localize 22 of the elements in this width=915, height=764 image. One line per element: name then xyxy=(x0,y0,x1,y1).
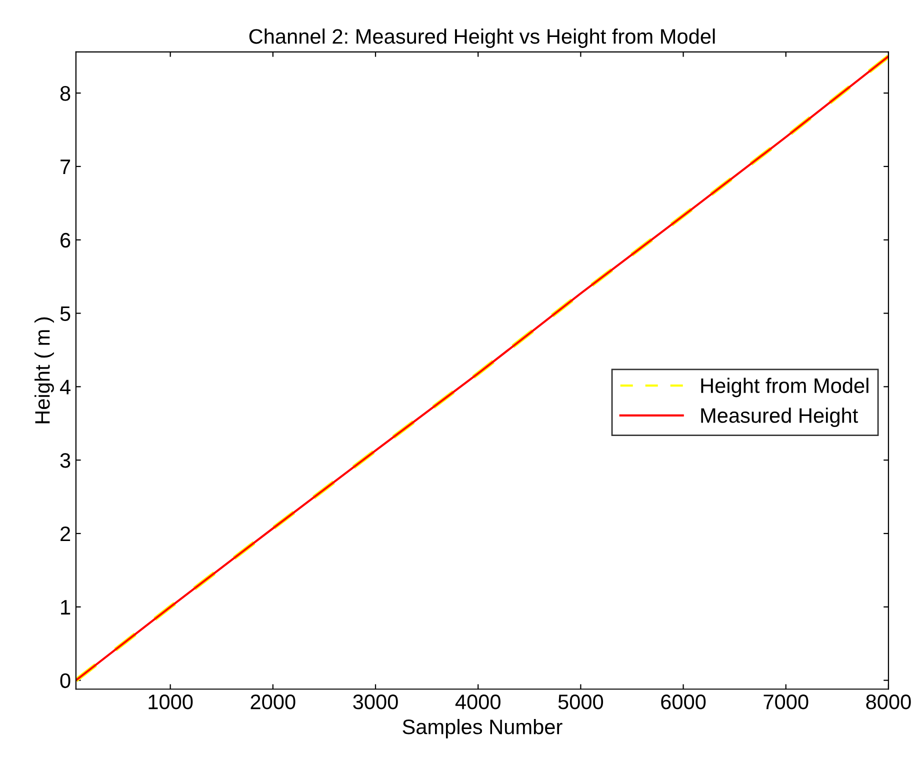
x-tick-label: 8000 xyxy=(866,694,911,710)
x-tick-label: 2000 xyxy=(250,694,296,710)
y-tick-label: 4 xyxy=(60,380,70,394)
x-tick-label: 1000 xyxy=(148,694,193,710)
y-tick-label: 8 xyxy=(60,86,70,101)
y-tick-label: 7 xyxy=(60,160,70,174)
x-axis-title: Samples Number xyxy=(402,718,562,738)
y-axis-title: Height ( m ) xyxy=(34,317,54,424)
y-tick-label: 3 xyxy=(60,453,70,468)
x-tick-label: 5000 xyxy=(558,694,604,710)
y-tick-label: 5 xyxy=(60,306,70,322)
y-tick-label: 1 xyxy=(61,600,70,614)
y-tick-label: 6 xyxy=(60,232,70,248)
x-tick-label: 7000 xyxy=(764,694,808,710)
legend-label: Measured Height xyxy=(701,408,858,428)
x-tick-label: 4000 xyxy=(455,694,500,710)
legend-label: Height from Model xyxy=(701,378,868,398)
y-tick-label: 0 xyxy=(60,673,70,688)
y-tick-label: 2 xyxy=(60,526,70,542)
x-tick-label: 6000 xyxy=(661,694,706,710)
x-tick-label: 3000 xyxy=(353,694,398,710)
chart-title: Channel 2: Measured Height vs Height from Model xyxy=(249,28,715,48)
